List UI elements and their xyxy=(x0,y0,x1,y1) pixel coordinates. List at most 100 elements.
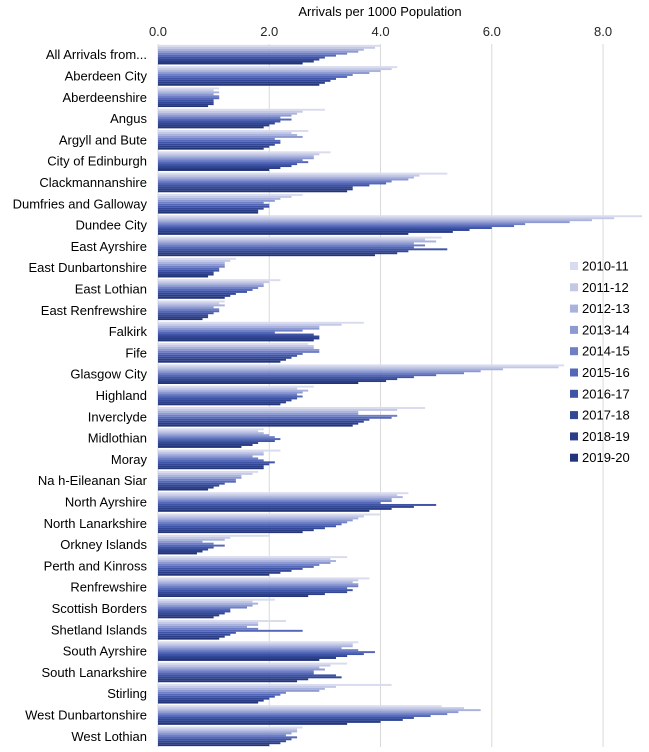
bar xyxy=(158,587,348,590)
bar xyxy=(158,310,220,313)
bar xyxy=(158,207,264,210)
bar xyxy=(158,275,209,278)
bar xyxy=(158,531,303,534)
bar xyxy=(158,352,303,355)
bar xyxy=(158,422,359,425)
legend-label: 2015-16 xyxy=(582,365,630,380)
bar xyxy=(158,374,437,377)
bar xyxy=(158,412,359,415)
bar xyxy=(158,244,426,247)
category-label: Fife xyxy=(125,345,147,360)
bar xyxy=(158,600,253,603)
bar xyxy=(158,552,197,555)
bar xyxy=(158,54,337,57)
bar xyxy=(158,358,286,361)
bar xyxy=(158,713,448,716)
category-label: Shetland Islands xyxy=(51,622,148,637)
bar xyxy=(158,195,292,198)
legend-swatch xyxy=(570,304,578,313)
category-label: Renfrewshire xyxy=(70,580,147,595)
bar xyxy=(158,343,309,346)
category-label: Glasgow City xyxy=(70,367,147,382)
bar xyxy=(158,534,270,537)
bar xyxy=(158,356,292,359)
category-label: Falkirk xyxy=(109,324,148,339)
bar xyxy=(158,500,392,503)
category-label: All Arrivals from... xyxy=(46,47,147,62)
bar xyxy=(158,68,392,71)
category-label: Na h-Eileanan Siar xyxy=(38,473,148,488)
bar xyxy=(158,370,481,373)
bar xyxy=(158,389,309,392)
bar xyxy=(158,633,231,636)
bar xyxy=(158,227,492,229)
category-label: Aberdeen City xyxy=(65,68,148,83)
bar xyxy=(158,680,298,683)
category-label: North Lanarkshire xyxy=(44,516,147,531)
legend-label: 2018-19 xyxy=(582,429,630,444)
bar xyxy=(158,445,242,448)
bar xyxy=(158,502,381,504)
bar xyxy=(158,105,209,108)
bar xyxy=(158,147,264,150)
legend-swatch xyxy=(570,262,578,270)
legend-label: 2017-18 xyxy=(582,408,630,423)
bar xyxy=(158,58,320,61)
bar xyxy=(158,339,314,342)
bar xyxy=(158,287,259,289)
bar xyxy=(158,465,264,468)
bar xyxy=(158,509,370,512)
bar xyxy=(158,701,259,704)
bar xyxy=(158,711,459,714)
bar xyxy=(158,689,320,692)
bar xyxy=(158,56,325,59)
bar xyxy=(158,269,220,272)
bar xyxy=(158,151,331,154)
bar xyxy=(158,62,303,65)
bar xyxy=(158,436,275,439)
bar xyxy=(158,304,225,307)
x-tick-label: 0.0 xyxy=(149,24,167,39)
bar xyxy=(158,347,314,349)
bar xyxy=(158,240,437,243)
bar xyxy=(158,366,559,369)
bar xyxy=(158,257,236,260)
bar xyxy=(158,577,370,580)
bar xyxy=(158,666,320,669)
bar xyxy=(158,372,464,375)
category-label: North Ayrshire xyxy=(65,495,147,510)
bar xyxy=(158,556,348,559)
bar xyxy=(158,368,503,371)
bar xyxy=(158,608,231,611)
bar xyxy=(158,738,292,741)
bar xyxy=(158,99,214,102)
bar xyxy=(158,651,375,654)
bar xyxy=(158,631,236,634)
bar xyxy=(158,350,320,353)
bar xyxy=(158,573,270,576)
bar xyxy=(158,668,325,671)
bar xyxy=(158,449,281,452)
bar xyxy=(158,306,214,309)
bar xyxy=(158,558,331,561)
bar xyxy=(158,536,231,539)
x-tick-label: 2.0 xyxy=(260,24,278,39)
bar xyxy=(158,139,281,142)
legend-label: 2012-13 xyxy=(582,301,630,316)
bar xyxy=(158,108,325,111)
bar xyxy=(158,387,298,390)
bar xyxy=(158,50,359,53)
bar xyxy=(158,715,431,718)
bar xyxy=(158,248,448,251)
bar xyxy=(158,126,264,129)
bar xyxy=(158,199,275,202)
bar xyxy=(158,155,314,158)
bar xyxy=(158,120,281,123)
bar xyxy=(158,48,364,51)
bar xyxy=(158,546,214,549)
bar xyxy=(158,70,381,73)
bar xyxy=(158,79,331,82)
bar xyxy=(158,544,225,547)
bar xyxy=(158,438,281,441)
category-label: East Dunbartonshire xyxy=(28,260,147,275)
